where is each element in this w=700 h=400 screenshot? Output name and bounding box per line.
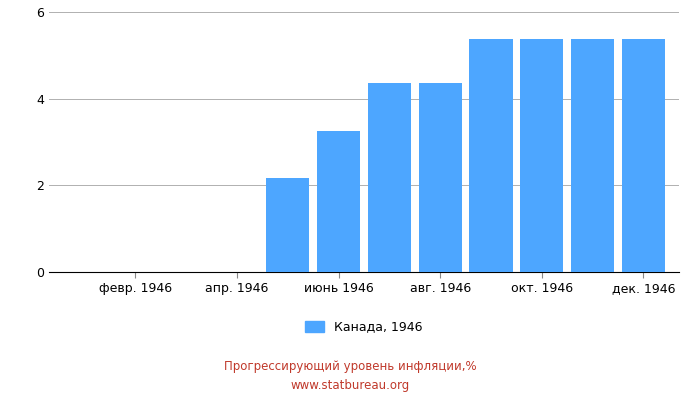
Legend: Канада, 1946: Канада, 1946 (300, 316, 428, 338)
Bar (317, 131, 360, 272)
Bar (266, 178, 309, 272)
Bar (571, 39, 614, 272)
Bar (368, 83, 411, 272)
Bar (622, 39, 665, 272)
Bar (470, 39, 512, 272)
Bar (419, 83, 462, 272)
Bar (520, 39, 564, 272)
Text: Прогрессирующий уровень инфляции,%
www.statbureau.org: Прогрессирующий уровень инфляции,% www.s… (224, 360, 476, 392)
